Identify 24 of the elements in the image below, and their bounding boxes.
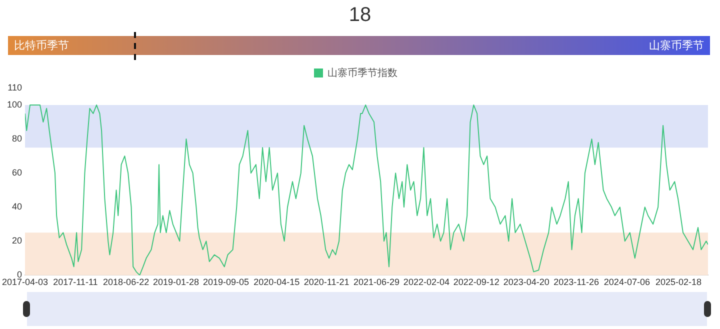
x-tick-label: 2017-04-03 — [2, 277, 48, 288]
y-tick-label: 60 — [12, 168, 22, 178]
y-tick-label: 100 — [6, 100, 22, 110]
x-tick-label: 2021-06-29 — [353, 277, 400, 288]
x-tick-label: 2017-11-11 — [53, 277, 98, 288]
x-tick-label: 2020-04-15 — [254, 277, 300, 288]
x-tick-label: 2023-04-20 — [503, 277, 550, 288]
y-tick-label: 20 — [12, 236, 22, 246]
x-tick-label: 2022-02-04 — [403, 277, 450, 288]
chart-title: 18 — [348, 4, 372, 27]
legend-label: 山寨币季节指数 — [328, 66, 398, 79]
y-tick-label: 0 — [17, 270, 22, 280]
x-tick-label: 2024-07-06 — [604, 277, 650, 288]
x-tick-label: 2023-11-26 — [554, 277, 599, 288]
x-tick-label: 2019-09-05 — [202, 277, 249, 288]
x-tick-label: 2022-09-12 — [453, 277, 500, 288]
y-tick-label: 40 — [12, 202, 22, 212]
x-tick-label: 2019-01-28 — [152, 277, 200, 288]
y-tick-label: 80 — [12, 134, 22, 144]
y-tick-label: 110 — [8, 82, 22, 92]
x-tick-label: 2018-06-22 — [103, 277, 150, 288]
x-tick-label: 2025-02-18 — [655, 277, 702, 288]
x-tick-label: 2020-11-21 — [304, 277, 350, 288]
season-scale: 比特币季节 山寨币季节 — [8, 36, 710, 55]
